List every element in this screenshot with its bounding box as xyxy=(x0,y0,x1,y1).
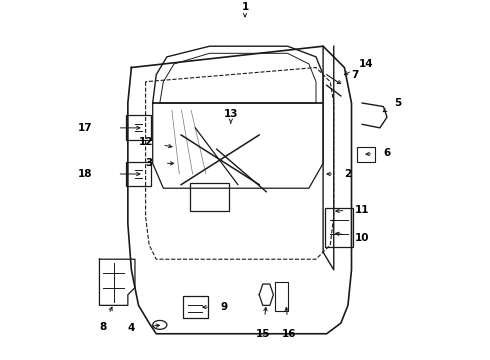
FancyBboxPatch shape xyxy=(275,282,288,311)
Text: 16: 16 xyxy=(282,329,296,339)
FancyBboxPatch shape xyxy=(183,297,208,318)
Text: 12: 12 xyxy=(138,137,153,147)
Text: 11: 11 xyxy=(355,204,369,215)
Text: 14: 14 xyxy=(358,59,373,69)
Text: 13: 13 xyxy=(223,109,238,119)
Text: 15: 15 xyxy=(255,329,270,339)
Ellipse shape xyxy=(153,320,167,329)
Text: 2: 2 xyxy=(344,169,351,179)
Text: 1: 1 xyxy=(242,2,248,12)
Text: 18: 18 xyxy=(78,169,93,179)
FancyBboxPatch shape xyxy=(357,147,374,162)
Text: 7: 7 xyxy=(351,69,359,80)
Text: 8: 8 xyxy=(99,322,107,332)
FancyBboxPatch shape xyxy=(126,162,151,186)
Text: 10: 10 xyxy=(355,233,369,243)
Text: 3: 3 xyxy=(146,158,153,168)
FancyBboxPatch shape xyxy=(126,116,151,140)
Text: 9: 9 xyxy=(220,302,227,312)
FancyBboxPatch shape xyxy=(325,208,353,247)
FancyBboxPatch shape xyxy=(190,183,229,211)
Text: 5: 5 xyxy=(394,98,401,108)
Text: 4: 4 xyxy=(128,323,135,333)
Text: 17: 17 xyxy=(78,123,93,133)
Text: 6: 6 xyxy=(383,148,391,158)
